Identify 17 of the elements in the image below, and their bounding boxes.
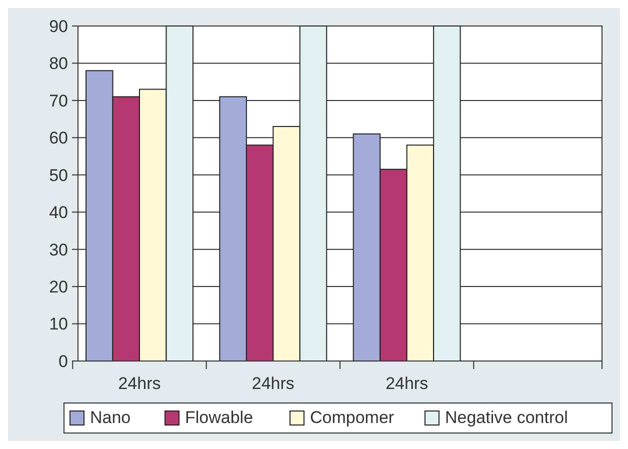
y-tick-label: 90: [49, 16, 68, 36]
y-tick-label: 30: [49, 240, 68, 260]
legend-label: Flowable: [185, 408, 254, 427]
y-tick-label: 80: [49, 54, 68, 74]
y-tick-label: 50: [49, 166, 68, 185]
y-tick-label: 70: [49, 91, 68, 110]
y-tick-label: 40: [49, 203, 68, 222]
y-tick-label: 60: [49, 128, 68, 148]
legend-label: Compomer: [310, 408, 394, 427]
x-tick-label: 24hrs: [386, 374, 428, 393]
legend-label: Nano: [90, 408, 131, 427]
x-tick-label: 24hrs: [118, 374, 161, 393]
legend-label: Negative control: [445, 408, 568, 427]
y-tick-label: 10: [49, 314, 68, 334]
y-tick-label: 0: [58, 352, 68, 371]
y-tick-label: 20: [49, 278, 68, 297]
x-tick-label: 24hrs: [252, 374, 294, 393]
